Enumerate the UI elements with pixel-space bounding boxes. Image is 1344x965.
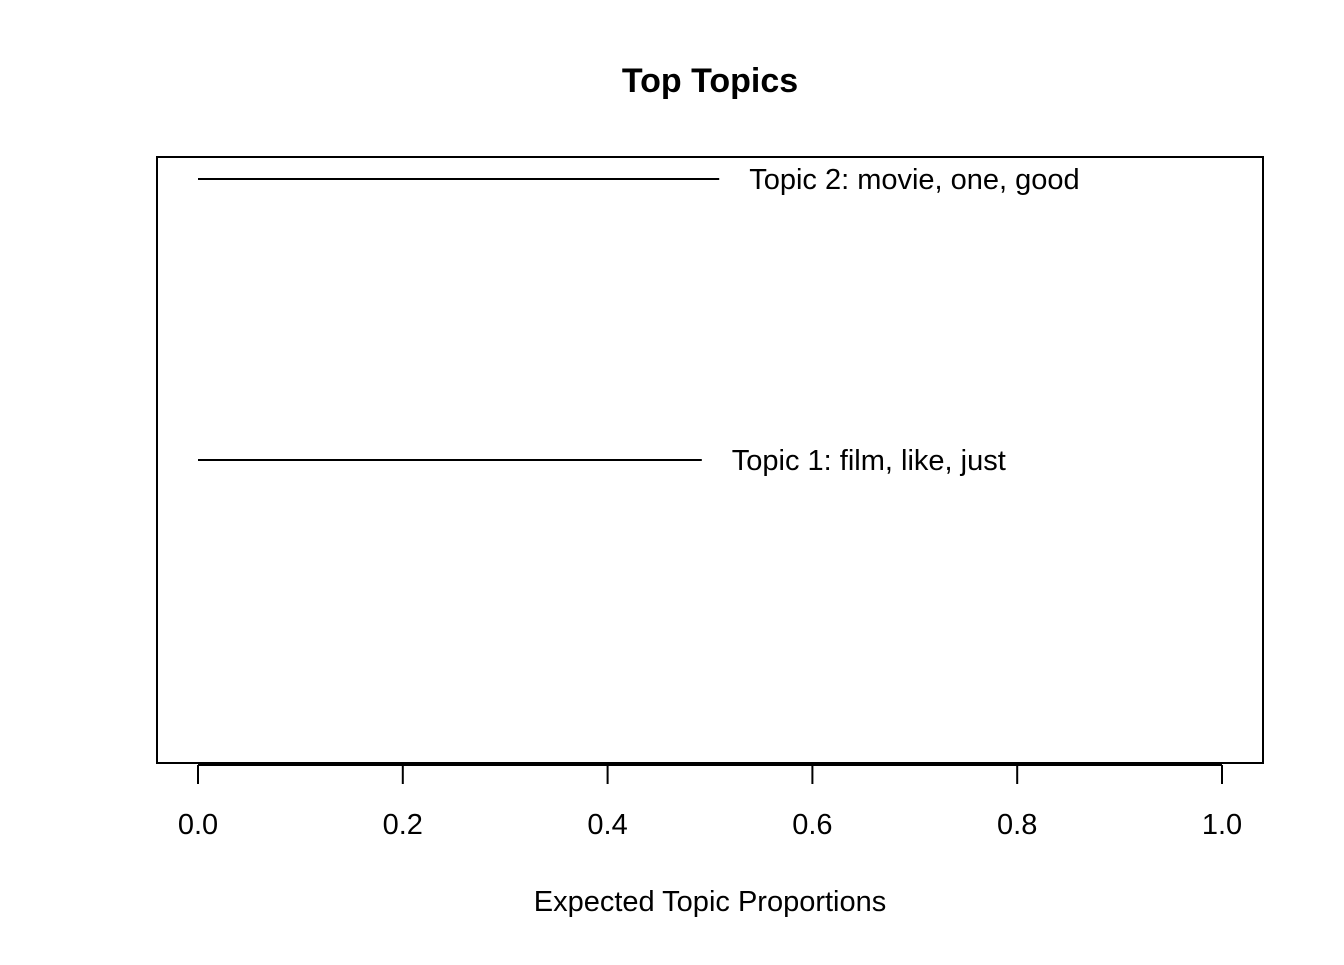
x-axis: 0.0 0.2 0.4 0.6 0.8 1.0 [178, 764, 1242, 841]
x-tick-label: 0.8 [997, 809, 1037, 841]
x-tick-label: 0.6 [792, 809, 832, 841]
chart-title: Top Topics [622, 62, 798, 100]
x-axis-label: Expected Topic Proportions [534, 886, 887, 918]
topic-label: Topic 2: movie, one, good [749, 164, 1079, 196]
topic-label: Topic 1: film, like, just [732, 445, 1006, 477]
x-tick-label: 0.0 [178, 809, 218, 841]
x-tick-label: 0.4 [587, 809, 627, 841]
bar-series: Topic 1: film, like, just Topic 2: movie,… [198, 164, 1080, 477]
x-tick-label: 0.2 [383, 809, 423, 841]
x-tick-label: 1.0 [1202, 809, 1242, 841]
plot-frame [156, 156, 1264, 764]
